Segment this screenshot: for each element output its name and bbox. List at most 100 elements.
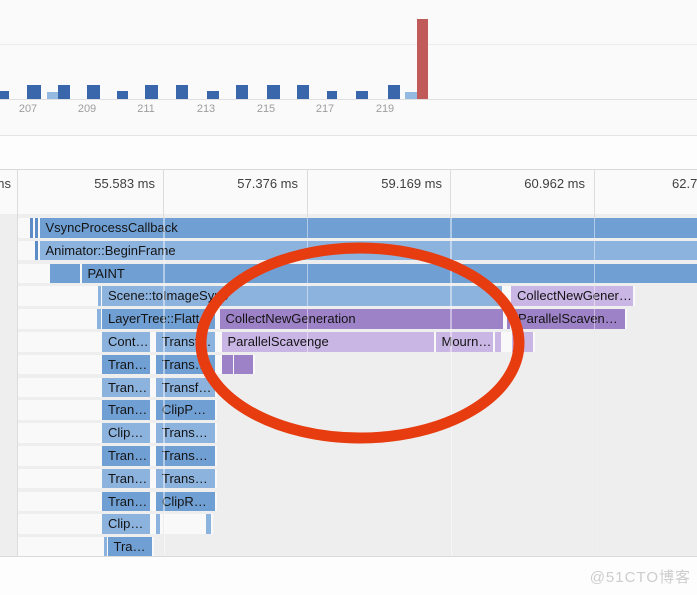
minimap-axis-tick-label: 209 — [77, 103, 97, 115]
flame-event-label: Tran… — [108, 402, 148, 418]
grid-line — [17, 170, 18, 556]
ruler-time-label: 59.169 ms — [381, 176, 442, 191]
flame-event-bar[interactable]: Mourn… — [435, 332, 493, 352]
flame-event-label: LayerTree::Flatt… — [108, 311, 213, 327]
frame-duration-bar[interactable] — [145, 85, 158, 99]
minimap-axis-tick-label: 207 — [18, 103, 38, 115]
frame-duration-bar[interactable] — [356, 91, 368, 99]
minimap-axis-tick-label: 213 — [196, 103, 216, 115]
minimap-axis-tick-label: 215 — [256, 103, 276, 115]
flame-event-bar[interactable] — [156, 514, 160, 534]
flame-event-bar[interactable]: Trans… — [156, 423, 215, 443]
flame-event-label: Animator::BeginFrame — [45, 242, 176, 258]
flame-event-label: Clip… — [108, 425, 144, 441]
frame-duration-bar[interactable] — [27, 85, 41, 99]
flame-event-bar[interactable]: ClipP… — [156, 400, 215, 420]
flame-event-bar[interactable] — [222, 354, 233, 375]
flame-event-bar[interactable]: Scene::toImageSync — [102, 286, 502, 306]
flame-event-bar[interactable]: LayerTree::Flatt… — [102, 309, 215, 329]
flame-event-bar[interactable]: CollectNewGener… — [511, 286, 633, 306]
flame-event-label: ParallelScaven… — [518, 311, 618, 327]
flame-event-bar[interactable]: CollectNewGeneration — [219, 309, 503, 329]
flame-event-label: VsyncProcessCallback — [45, 220, 178, 235]
ruler-time-label: 55.583 ms — [94, 176, 155, 191]
ruler-time-label: 62.7 — [672, 176, 697, 191]
frame-duration-bar[interactable] — [176, 85, 188, 99]
frame-duration-bar[interactable] — [117, 91, 128, 99]
flame-event-bar[interactable] — [30, 218, 33, 238]
flame-event-bar[interactable] — [233, 354, 253, 375]
flame-event-label: Tran… — [108, 448, 148, 463]
frame-duration-bar[interactable] — [405, 92, 417, 99]
flame-event-bar[interactable]: Animator::BeginFrame — [39, 240, 697, 261]
flame-event-bar[interactable]: Clip… — [102, 514, 150, 534]
frame-duration-bar[interactable] — [0, 91, 9, 99]
flame-event-bar[interactable] — [104, 537, 107, 557]
timeline-ruler: ms 55.583 ms 57.376 ms 59.169 ms 60.962 ms 62… — [0, 170, 697, 214]
flame-event-label: ParallelScavenge — [227, 334, 329, 349]
flame-event-label: Clip… — [108, 516, 144, 532]
flame-event-bar[interactable]: Tran… — [102, 400, 150, 420]
flame-event-label: Tra… — [113, 539, 146, 555]
flame-event-bar[interactable]: Trans… — [156, 354, 215, 375]
frame-duration-bar[interactable] — [297, 85, 309, 99]
flame-event-bar[interactable]: Tra… — [107, 537, 152, 557]
flame-event-bar[interactable]: Tran… — [102, 468, 150, 489]
flame-event-label: Tran… — [108, 493, 148, 509]
frame-duration-bar[interactable] — [87, 85, 100, 99]
flame-event-bar[interactable] — [522, 332, 533, 352]
minimap-grid-line — [0, 99, 697, 100]
flame-event-bar[interactable]: Tran… — [102, 446, 150, 466]
frame-duration-bar[interactable] — [47, 92, 58, 99]
flame-event-bar[interactable] — [512, 332, 521, 352]
minimap-axis-tick-label: 219 — [375, 103, 395, 115]
flame-event-bar[interactable] — [50, 263, 80, 284]
frame-duration-bar[interactable] — [58, 85, 70, 99]
frame-duration-bar[interactable] — [207, 91, 219, 99]
grid-line-overlay — [450, 218, 452, 556]
ruler-time-label: 57.376 ms — [237, 176, 298, 191]
flame-event-bar[interactable]: Trans… — [156, 468, 215, 489]
flame-event-bar[interactable] — [96, 309, 101, 329]
flame-event-bar[interactable]: Tran… — [102, 491, 150, 512]
flame-event-label: Trans… — [162, 470, 208, 486]
flame-event-bar[interactable] — [97, 286, 101, 306]
flame-event-bar[interactable]: Transf… — [156, 332, 215, 352]
frame-minimap[interactable]: 207 209 211 213 215 217 219 — [0, 0, 697, 136]
flame-event-label: PAINT — [87, 265, 125, 281]
frame-duration-bar[interactable] — [236, 85, 248, 99]
flame-event-bar[interactable]: Tran… — [102, 377, 150, 398]
flame-event-label: Mourn… — [441, 334, 492, 349]
frame-duration-bar[interactable] — [388, 85, 400, 99]
flame-event-bar[interactable]: Clip… — [102, 423, 150, 443]
flame-event-bar[interactable]: Transf… — [156, 377, 215, 398]
flame-event-label: Tran… — [108, 356, 148, 372]
flame-event-bar[interactable]: ParallelScaven… — [512, 309, 625, 329]
flame-event-bar[interactable]: VsyncProcessCallback — [39, 218, 697, 238]
frame-duration-bar[interactable] — [267, 85, 280, 99]
frame-duration-bar[interactable] — [327, 91, 337, 99]
flame-event-label: Tran… — [108, 470, 148, 486]
grid-line-overlay — [593, 218, 595, 556]
flame-event-label: ClipR… — [162, 493, 207, 509]
grid-line-overlay — [306, 218, 308, 556]
flame-event-bar[interactable]: Trans… — [156, 446, 215, 466]
minimap-axis-tick-label: 211 — [137, 103, 155, 115]
flame-event-label: Cont… — [108, 334, 149, 349]
flame-bottom-line — [0, 556, 697, 557]
flame-event-bar[interactable] — [35, 240, 38, 261]
flame-event-bar[interactable] — [495, 332, 501, 352]
flame-event-label: Tran… — [108, 379, 148, 395]
flame-event-label: CollectNewGener… — [517, 288, 632, 304]
grid-line — [593, 170, 595, 556]
flame-event-bar[interactable]: ParallelScavenge — [221, 332, 434, 352]
frame-duration-bar[interactable] — [417, 19, 428, 99]
flame-event-bar[interactable]: ClipR… — [156, 491, 215, 512]
flame-event-bar[interactable] — [206, 514, 211, 534]
flame-event-bar[interactable]: Cont… — [102, 332, 150, 352]
flame-event-bar[interactable]: PAINT — [81, 263, 697, 284]
flame-event-bar[interactable]: Tran… — [102, 354, 150, 375]
flame-event-bar[interactable] — [34, 218, 38, 238]
flame-event-bar[interactable] — [506, 309, 510, 329]
